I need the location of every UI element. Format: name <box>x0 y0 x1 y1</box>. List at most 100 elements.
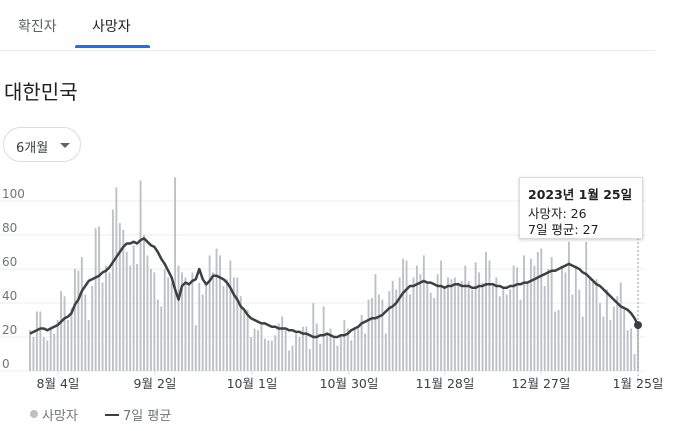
bar <box>422 255 425 371</box>
range-dropdown-label: 6개월 <box>16 141 49 156</box>
bar <box>630 328 633 371</box>
bar <box>136 263 139 371</box>
deaths-legend-dot <box>30 410 38 418</box>
bar <box>298 337 301 371</box>
bar <box>73 269 76 371</box>
bar <box>405 260 408 371</box>
deaths-chart[interactable]: 0 20 40 60 80 100 8월 4일 9월 2일 10월 1일 10월 30일 11월 2… <box>0 170 683 400</box>
bar <box>208 255 211 371</box>
bar <box>395 289 398 371</box>
bar <box>498 296 501 371</box>
active-tab-indicator <box>75 45 150 48</box>
bar <box>364 333 367 371</box>
bar <box>585 241 588 371</box>
bar <box>49 326 52 371</box>
bar <box>80 257 83 371</box>
bar <box>156 299 159 371</box>
bar <box>474 262 477 371</box>
bar <box>46 340 49 371</box>
tab-deaths[interactable]: 사망자 <box>92 19 131 35</box>
bar <box>436 274 439 371</box>
bar <box>336 345 339 371</box>
y-tick-label: 0 <box>2 357 10 371</box>
bar <box>460 280 463 371</box>
bar <box>29 330 31 371</box>
bar <box>623 309 626 371</box>
bar <box>174 177 177 371</box>
bar <box>125 252 128 371</box>
bar <box>495 277 498 371</box>
bar <box>633 354 636 371</box>
chart-tooltip: 2023년 1월 25일 사망자: 26 7일 평균: 27 <box>519 177 643 239</box>
bar <box>253 328 256 371</box>
bar <box>578 289 581 371</box>
x-tick-label: 9월 2일 <box>134 376 177 391</box>
bar <box>329 328 332 371</box>
bar <box>260 325 263 371</box>
bar <box>139 180 142 371</box>
bar <box>595 279 598 371</box>
bar <box>181 272 183 371</box>
tooltip-date: 2023년 1월 25일 <box>528 187 633 202</box>
bar <box>599 303 601 371</box>
bar <box>101 282 104 371</box>
bar <box>132 245 135 371</box>
bar <box>339 337 342 371</box>
bar <box>612 306 615 371</box>
bar <box>433 297 436 371</box>
bar <box>239 296 242 371</box>
bar <box>512 265 515 371</box>
bar <box>167 277 170 371</box>
bar <box>391 280 394 371</box>
bar <box>505 294 508 371</box>
bar <box>571 294 574 371</box>
bar <box>53 333 56 371</box>
bar <box>485 252 487 371</box>
bar <box>547 269 550 371</box>
bar <box>170 282 173 371</box>
bar <box>301 326 304 371</box>
average-line <box>29 237 640 339</box>
bar <box>63 296 66 371</box>
range-dropdown[interactable]: 6개월 <box>3 127 81 162</box>
bar <box>402 258 405 371</box>
bar <box>229 260 232 371</box>
bar <box>415 265 418 371</box>
bar <box>201 294 204 371</box>
bar <box>464 265 467 371</box>
bar <box>471 289 474 371</box>
bar <box>194 325 197 371</box>
bar <box>143 235 145 371</box>
x-tick-label: 12월 27일 <box>512 376 571 391</box>
bar <box>509 289 512 371</box>
bar <box>440 260 443 371</box>
tab-cases[interactable]: 확진자 <box>18 19 57 35</box>
bar <box>191 272 194 371</box>
tab-bar: 확진자 사망자 <box>0 0 655 51</box>
bar <box>557 309 560 371</box>
bar <box>94 228 97 371</box>
bar <box>205 282 208 371</box>
y-tick-label: 80 <box>2 221 17 235</box>
bar <box>305 326 308 371</box>
bar <box>111 209 114 371</box>
bar <box>322 306 325 371</box>
bar <box>35 311 38 371</box>
bar <box>377 294 380 371</box>
bar <box>371 297 373 371</box>
bar <box>270 340 273 371</box>
bar <box>409 294 411 371</box>
bar <box>519 299 522 371</box>
bar <box>602 316 605 371</box>
bar <box>619 282 622 371</box>
bar <box>381 299 384 371</box>
bar <box>39 311 42 371</box>
bar <box>319 343 322 371</box>
bar <box>419 274 422 371</box>
bar <box>315 323 318 371</box>
bar <box>592 279 595 371</box>
bar <box>374 274 377 371</box>
bar <box>232 277 235 371</box>
bar <box>77 270 80 371</box>
y-tick-label: 40 <box>2 289 17 303</box>
